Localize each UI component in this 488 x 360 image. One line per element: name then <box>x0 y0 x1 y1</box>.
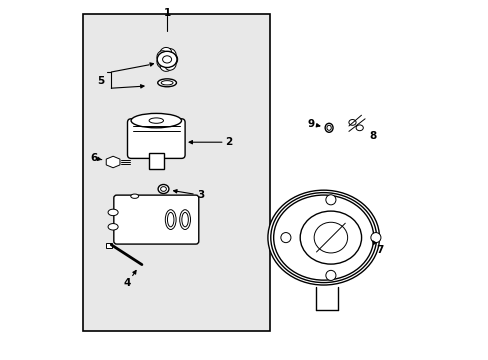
Ellipse shape <box>108 209 118 216</box>
Ellipse shape <box>160 61 171 71</box>
Polygon shape <box>106 156 120 168</box>
Text: 7: 7 <box>375 245 383 255</box>
Text: 5: 5 <box>97 76 104 86</box>
Ellipse shape <box>348 120 355 125</box>
Ellipse shape <box>325 123 332 132</box>
Ellipse shape <box>157 51 167 62</box>
Ellipse shape <box>167 212 174 227</box>
Ellipse shape <box>160 48 171 58</box>
Ellipse shape <box>326 125 330 130</box>
Text: 4: 4 <box>123 278 131 288</box>
Text: 8: 8 <box>369 131 376 141</box>
Text: 3: 3 <box>197 190 204 200</box>
Ellipse shape <box>182 212 188 227</box>
Ellipse shape <box>157 51 177 68</box>
Circle shape <box>280 233 290 243</box>
Bar <box>106 243 112 248</box>
Ellipse shape <box>355 125 363 131</box>
Circle shape <box>327 197 333 203</box>
Ellipse shape <box>161 81 173 85</box>
Ellipse shape <box>131 113 181 128</box>
Ellipse shape <box>158 185 168 194</box>
Ellipse shape <box>163 56 171 63</box>
FancyBboxPatch shape <box>114 195 199 244</box>
Ellipse shape <box>300 211 361 264</box>
Circle shape <box>325 195 335 205</box>
Ellipse shape <box>165 60 176 70</box>
FancyBboxPatch shape <box>127 119 185 158</box>
Ellipse shape <box>157 57 167 68</box>
Ellipse shape <box>270 193 376 283</box>
Ellipse shape <box>167 54 177 65</box>
Ellipse shape <box>165 49 176 59</box>
Circle shape <box>283 235 288 240</box>
Circle shape <box>325 270 335 280</box>
Text: 1: 1 <box>163 8 170 18</box>
Text: 9: 9 <box>307 119 314 129</box>
Text: 6: 6 <box>90 153 98 163</box>
Ellipse shape <box>160 187 166 192</box>
Ellipse shape <box>273 195 373 280</box>
Ellipse shape <box>158 79 176 87</box>
FancyBboxPatch shape <box>82 14 269 331</box>
Ellipse shape <box>179 210 190 230</box>
Circle shape <box>372 235 378 240</box>
Ellipse shape <box>149 118 163 123</box>
Ellipse shape <box>267 190 379 285</box>
Ellipse shape <box>108 224 118 230</box>
Bar <box>149 153 163 169</box>
Text: 2: 2 <box>224 137 231 147</box>
Ellipse shape <box>313 222 347 253</box>
Ellipse shape <box>130 194 139 198</box>
Circle shape <box>327 273 333 278</box>
Circle shape <box>370 233 380 243</box>
Ellipse shape <box>165 210 176 230</box>
